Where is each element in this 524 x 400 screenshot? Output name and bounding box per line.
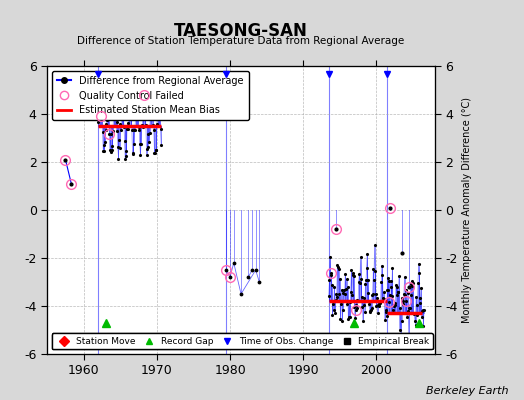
- Y-axis label: Monthly Temperature Anomaly Difference (°C): Monthly Temperature Anomaly Difference (…: [462, 97, 472, 323]
- Text: Berkeley Earth: Berkeley Earth: [426, 386, 508, 396]
- Text: TAESONG-SAN: TAESONG-SAN: [174, 22, 308, 40]
- Legend: Station Move, Record Gap, Time of Obs. Change, Empirical Break: Station Move, Record Gap, Time of Obs. C…: [52, 333, 433, 350]
- Text: Difference of Station Temperature Data from Regional Average: Difference of Station Temperature Data f…: [78, 36, 405, 46]
